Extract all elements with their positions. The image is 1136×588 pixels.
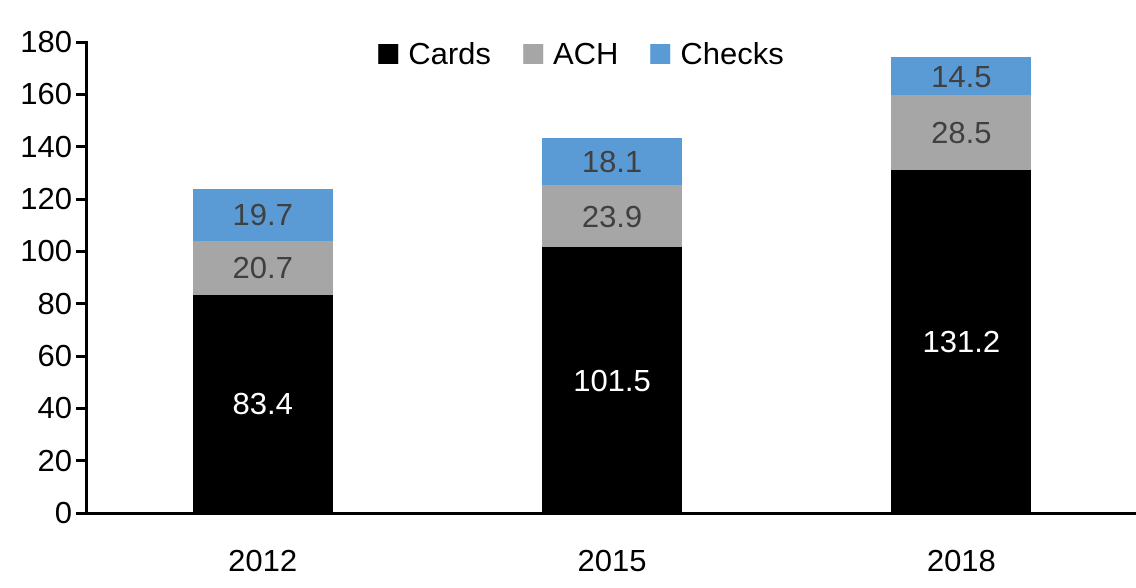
- y-tick-mark: [76, 92, 88, 96]
- bar-value-label: 28.5: [931, 114, 992, 150]
- legend-swatch-ach: [522, 44, 543, 64]
- bar-segment-ach-2018: 28.5: [891, 95, 1032, 170]
- x-tick-label-2015: 2015: [577, 543, 647, 578]
- bar-segment-cards-2015: 101.5: [542, 247, 682, 513]
- y-tick-mark: [76, 249, 88, 253]
- legend-swatch-cards: [378, 44, 399, 64]
- bar-2015: 101.5 23.9 18.1: [542, 137, 682, 513]
- y-tick-mark: [76, 354, 88, 358]
- bar-value-label: 14.5: [931, 58, 992, 94]
- y-tick-label-80: 80: [37, 285, 72, 321]
- y-tick-label-60: 60: [37, 338, 72, 373]
- bar-segment-checks-2018: 14.5: [891, 57, 1032, 96]
- bar-segment-checks-2015: 18.1: [542, 137, 682, 185]
- legend-item-checks: Checks: [650, 36, 784, 72]
- y-axis-line: [85, 40, 88, 515]
- bar-segment-cards-2012: 83.4: [192, 294, 333, 513]
- bar-segment-ach-2015: 23.9: [542, 184, 682, 248]
- legend-swatch-checks: [650, 44, 671, 64]
- x-tick-label-2018: 2018: [926, 543, 996, 578]
- y-tick-label-120: 120: [20, 181, 72, 216]
- y-tick-mark: [76, 406, 88, 410]
- y-tick-label-160: 160: [20, 76, 72, 112]
- y-tick-mark: [76, 197, 88, 201]
- legend-label: Cards: [408, 36, 491, 71]
- y-tick-mark: [76, 302, 88, 306]
- bar-value-label: 20.7: [232, 250, 293, 286]
- legend-label: ACH: [552, 36, 619, 71]
- legend-label: Checks: [680, 36, 784, 71]
- y-tick-mark: [76, 40, 88, 44]
- bar-segment-checks-2012: 19.7: [192, 189, 333, 241]
- y-tick-label-40: 40: [37, 390, 72, 426]
- x-tick-label-2012: 2012: [228, 543, 298, 578]
- y-tick-label-140: 140: [20, 128, 72, 164]
- y-tick-mark: [76, 145, 88, 149]
- legend-item-cards: Cards: [378, 36, 491, 72]
- bar-segment-ach-2012: 20.7: [192, 240, 333, 295]
- bar-value-label: 19.7: [232, 197, 293, 233]
- y-tick-label-100: 100: [20, 233, 72, 269]
- bar-segment-cards-2018: 131.2: [891, 169, 1032, 513]
- y-tick-label-0: 0: [54, 495, 72, 530]
- chart-legend: Cards ACH Checks: [378, 36, 784, 72]
- x-axis-line: [76, 511, 1136, 515]
- bar-2018: 131.2 28.5 14.5: [891, 57, 1032, 513]
- bar-value-label: 131.2: [922, 323, 1001, 359]
- y-tick-label-20: 20: [37, 442, 72, 478]
- legend-item-ach: ACH: [522, 36, 619, 72]
- y-tick-mark: [76, 459, 88, 463]
- bar-2012: 83.4 20.7 19.7: [192, 189, 333, 513]
- bar-value-label: 101.5: [573, 362, 651, 398]
- bar-value-label: 18.1: [581, 143, 643, 179]
- bar-value-label: 23.9: [581, 198, 643, 234]
- bar-value-label: 83.4: [232, 386, 293, 422]
- y-tick-label-180: 180: [20, 24, 72, 59]
